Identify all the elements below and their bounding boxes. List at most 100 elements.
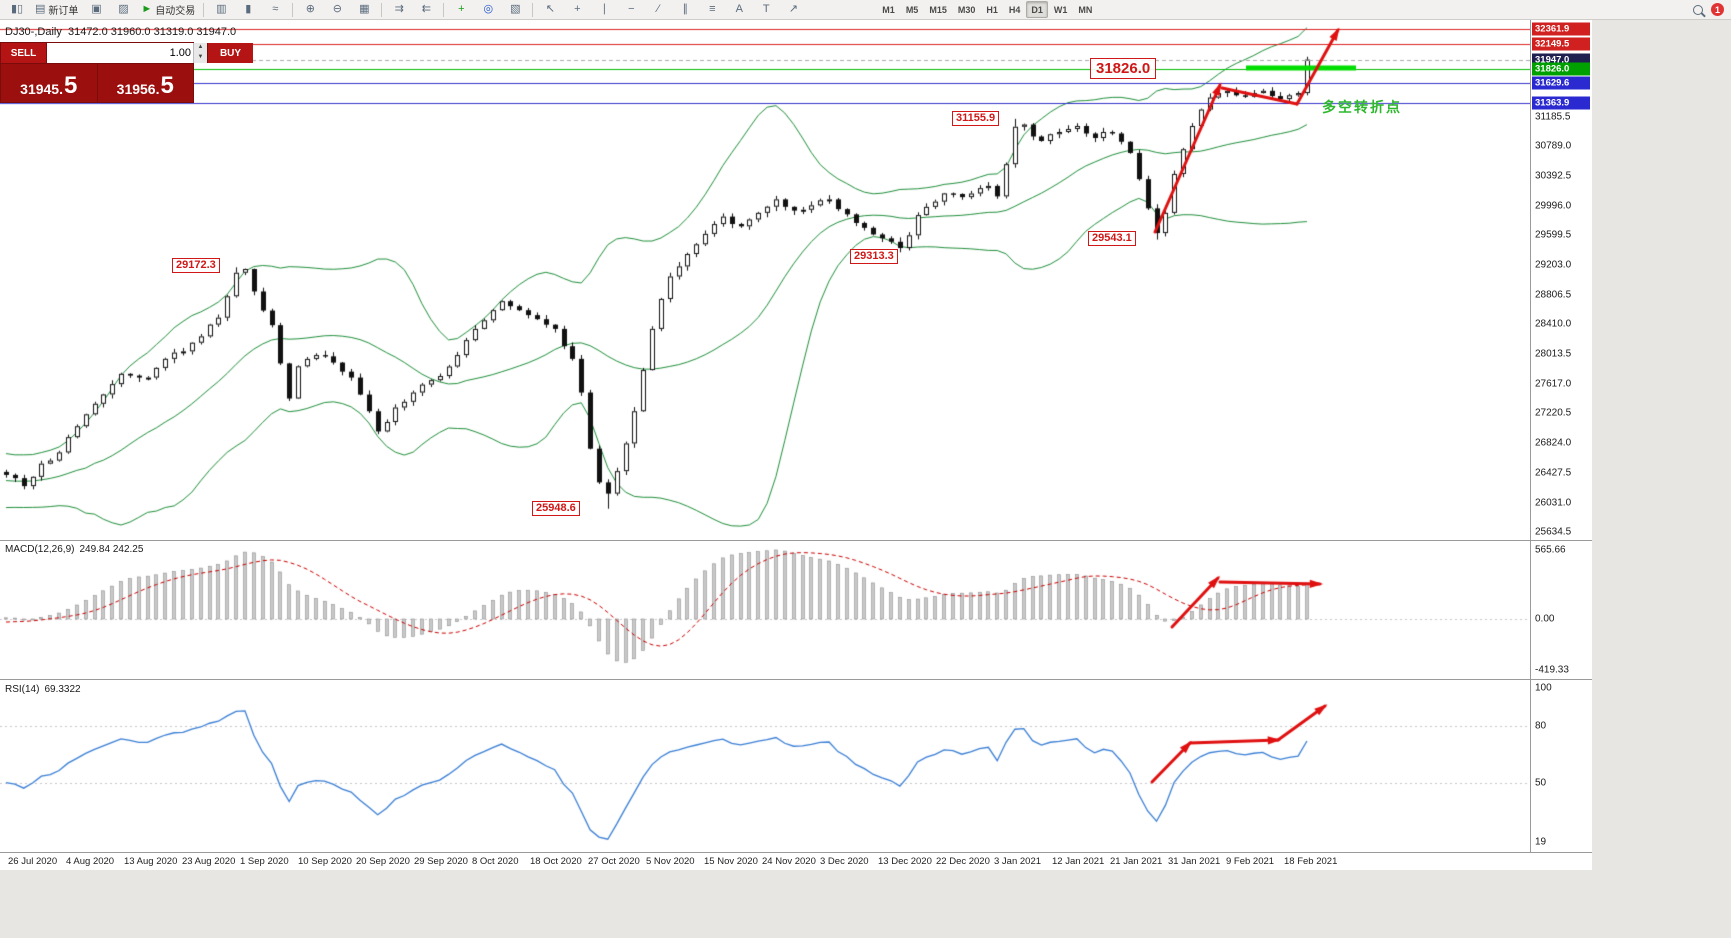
price-scale-label: 30789.0 — [1535, 140, 1572, 152]
date-label: 15 Nov 2020 — [704, 856, 758, 867]
price-scale-label: 29996.0 — [1535, 200, 1572, 212]
chart-shift-icon[interactable]: ⇇ — [413, 0, 439, 19]
rsi-scale-label: 19 — [1535, 836, 1547, 848]
macd-scale-label: 0.00 — [1535, 613, 1555, 625]
indicators-icon[interactable]: + — [448, 0, 474, 19]
chart-annotations: 29172.3 25948.6 29313.3 31155.9 29543.1 31826… — [0, 20, 1592, 870]
profiles-icon-glyph: ▨ — [118, 3, 129, 15]
arrows-icon[interactable]: ↗ — [780, 0, 806, 19]
timeframe-d1[interactable]: D1 — [1026, 1, 1048, 18]
timeframe-m30[interactable]: M30 — [957, 4, 976, 15]
text-icon[interactable]: A — [726, 0, 752, 19]
timeframe-m1[interactable]: M1 — [882, 4, 895, 15]
rsi-indicator-label: RSI(14) 69.3322 — [5, 684, 81, 695]
zoom-out-icon-glyph: ⊖ — [332, 3, 342, 15]
bar-chart-icon-glyph: ▥ — [216, 3, 227, 15]
new-order-button[interactable]: ▤ 新订单 — [31, 0, 82, 19]
price-annotation-label[interactable]: 31155.9 — [952, 111, 1000, 126]
price-annotation-label[interactable]: 29543.1 — [1088, 231, 1136, 246]
panel-separator[interactable] — [0, 679, 1592, 680]
rsi-scale-label: 50 — [1535, 777, 1547, 789]
price-annotation-label[interactable]: 29172.3 — [172, 258, 220, 273]
toolbar: ▮▯ ▤ 新订单 ▣ ▨ ► 自动交易 ▥ ▮ ≈ ⊕ ⊖ ▦ ⇉ ⇇ + ◎ ▧ ↖ + ∣ − ∕ ∥ ≡ A T ↗ M1 M5 M… — [0, 0, 1731, 20]
volume-spinner: ▲ ▼ — [193, 43, 207, 63]
cursor-icon[interactable]: ↖ — [537, 0, 563, 19]
line-chart-icon[interactable]: ≈ — [262, 0, 288, 19]
buy-price-main: 31956. — [116, 81, 160, 97]
rsi-scale-label: 80 — [1535, 720, 1547, 732]
cursor-icon-glyph: ↖ — [545, 3, 555, 15]
bar-chart-icon[interactable]: ▥ — [208, 0, 234, 19]
auto-scroll-icon[interactable]: ⇉ — [386, 0, 412, 19]
timeframe-m5[interactable]: M5 — [905, 4, 919, 15]
rsi-title: RSI(14) — [5, 684, 40, 695]
price-scale-label: 27220.5 — [1535, 407, 1572, 419]
timeframe-m15[interactable]: M15 — [929, 4, 947, 15]
date-label: 22 Dec 2020 — [936, 856, 990, 867]
price-scale-label: 31185.5 — [1535, 111, 1571, 123]
macd-scale-label: -419.33 — [1535, 664, 1569, 676]
horizontal-line-icon[interactable]: − — [618, 0, 644, 19]
sell-price-display[interactable]: 31945. 5 — [1, 64, 97, 102]
new-chart-icon[interactable]: ▮▯ — [4, 0, 30, 19]
price-chart-canvas[interactable] — [0, 20, 1592, 870]
navigator-icon[interactable]: ◎ — [475, 0, 501, 19]
date-axis[interactable]: 26 Jul 2020 4 Aug 2020 13 Aug 2020 23 Aug 2… — [0, 852, 1592, 870]
price-scale-label: 28013.5 — [1535, 348, 1572, 360]
timeframe-w1[interactable]: W1 — [1053, 4, 1068, 15]
buy-price-display[interactable]: 31956. 5 — [96, 64, 193, 102]
candlestick-chart-icon[interactable]: ▮ — [235, 0, 261, 19]
zoom-out-icon[interactable]: ⊖ — [324, 0, 350, 19]
sell-button[interactable]: SELL — [1, 43, 47, 63]
search-icon[interactable] — [1693, 4, 1703, 15]
date-label: 26 Jul 2020 — [8, 856, 58, 867]
fibonacci-icon[interactable]: ≡ — [699, 0, 725, 19]
window-background — [0, 870, 1592, 938]
auto-trading-button[interactable]: ► 自动交易 — [137, 0, 199, 19]
profiles-icon[interactable]: ▨ — [110, 0, 136, 19]
date-label: 8 Oct 2020 — [472, 856, 519, 867]
vertical-line-icon[interactable]: ∣ — [591, 0, 617, 19]
volume-down-icon[interactable]: ▼ — [194, 53, 207, 63]
price-annotation-label[interactable]: 29313.3 — [850, 249, 898, 264]
price-scale-label: 27617.0 — [1535, 378, 1572, 390]
channel-icon[interactable]: ∥ — [672, 0, 698, 19]
volume-up-icon[interactable]: ▲ — [194, 43, 207, 53]
panel-separator[interactable] — [0, 540, 1592, 541]
buy-button[interactable]: BUY — [207, 43, 253, 63]
notification-badge[interactable]: 1 — [1711, 3, 1724, 16]
chart-shift-icon-glyph: ⇇ — [421, 3, 431, 15]
crosshair-icon[interactable]: + — [564, 0, 590, 19]
date-label: 10 Sep 2020 — [298, 856, 352, 867]
turning-point-label[interactable]: 多空转折点 — [1322, 99, 1402, 115]
timeframe-mn[interactable]: MN — [1078, 4, 1093, 15]
chart-windows-icon[interactable]: ▣ — [83, 0, 109, 19]
label-icon[interactable]: T — [753, 0, 779, 19]
tile-windows-icon[interactable]: ▦ — [351, 0, 377, 19]
toolbar-separator — [292, 2, 294, 17]
timeframe-h1[interactable]: H1 — [986, 4, 998, 15]
zoom-in-icon[interactable]: ⊕ — [297, 0, 323, 19]
window-background — [1592, 20, 1731, 938]
rsi-value: 69.3322 — [44, 684, 81, 695]
macd-scale-label: 565.66 — [1535, 544, 1566, 556]
macd-values: 249.84 242.25 — [79, 544, 144, 555]
crosshair-icon-glyph: + — [574, 3, 581, 15]
date-label: 1 Sep 2020 — [240, 856, 289, 867]
volume-control: ▲ ▼ — [47, 43, 207, 63]
toolbar-buttons: ▮▯ ▤ 新订单 ▣ ▨ ► 自动交易 ▥ ▮ ≈ ⊕ ⊖ ▦ ⇉ ⇇ + ◎ ▧ ↖ + ∣ − ∕ ∥ ≡ A T ↗ — [4, 0, 806, 19]
price-annotation-label[interactable]: 25948.6 — [532, 501, 580, 516]
trendline-icon[interactable]: ∕ — [645, 0, 671, 19]
fibonacci-icon-glyph: ≡ — [709, 3, 716, 15]
price-level-tag: 32149.5 — [1532, 37, 1590, 51]
volume-input[interactable] — [47, 43, 193, 63]
buy-price-pips: 5 — [160, 72, 174, 99]
timeframe-h4[interactable]: H4 — [1008, 4, 1021, 15]
price-annotation-label[interactable]: 31826.0 — [1090, 58, 1157, 79]
new-chart-icon-glyph: ▮▯ — [10, 3, 24, 15]
templates-icon[interactable]: ▧ — [502, 0, 528, 19]
horizontal-line-icon-glyph: − — [628, 3, 635, 15]
price-axis[interactable]: 31185.5 30789.0 30392.5 29996.0 29599.5 29203… — [1530, 20, 1592, 852]
tile-windows-icon-glyph: ▦ — [359, 3, 370, 15]
